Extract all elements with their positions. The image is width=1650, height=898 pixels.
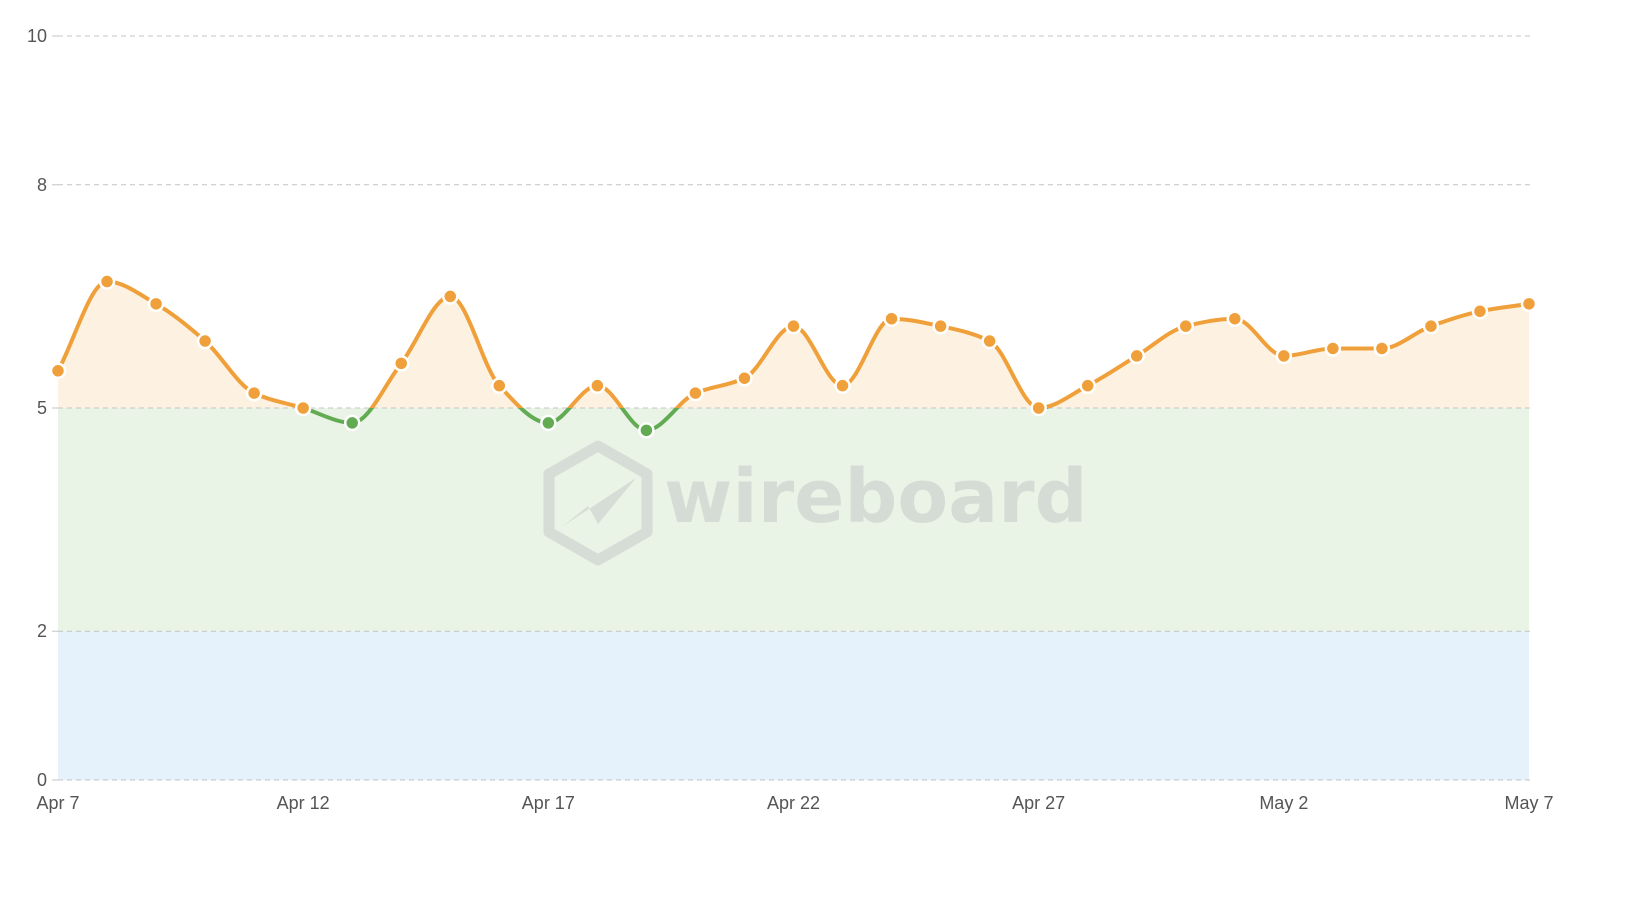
data-point[interactable] — [687, 384, 704, 402]
data-point[interactable] — [785, 317, 802, 335]
watermark: wireboard — [543, 440, 1088, 566]
data-point[interactable] — [834, 377, 851, 394]
data-point[interactable] — [147, 295, 165, 313]
x-tick-label: May 7 — [1504, 793, 1553, 813]
data-point[interactable] — [981, 332, 998, 350]
x-tick-label: Apr 7 — [36, 793, 79, 813]
band-layer — [58, 408, 1529, 780]
data-point[interactable] — [883, 310, 900, 327]
x-tick-label: Apr 27 — [1012, 793, 1065, 813]
data-points-layer — [49, 273, 1538, 439]
data-point[interactable] — [638, 422, 655, 439]
data-point[interactable] — [294, 399, 312, 417]
x-tick-label: May 2 — [1259, 793, 1308, 813]
data-point[interactable] — [1079, 377, 1096, 394]
data-point[interactable] — [196, 332, 214, 350]
y-tick-label: 2 — [37, 621, 47, 641]
x-tick-label: Apr 17 — [522, 793, 575, 813]
y-tick-label: 10 — [27, 26, 47, 46]
data-point[interactable] — [1030, 399, 1047, 417]
x-tick-label: Apr 22 — [767, 793, 820, 813]
area-layer — [58, 281, 1529, 408]
y-axis: 0 2 5 8 10 — [27, 26, 58, 790]
series-line-above — [56, 279, 1531, 408]
data-point[interactable] — [736, 369, 753, 387]
data-point[interactable] — [49, 362, 67, 380]
data-point[interactable] — [1128, 347, 1145, 365]
data-point[interactable] — [1422, 317, 1440, 335]
data-point[interactable] — [1226, 310, 1244, 327]
band-above-threshold — [58, 281, 1529, 408]
data-point[interactable] — [491, 377, 508, 394]
y-tick-label: 0 — [37, 770, 47, 790]
data-point[interactable] — [589, 377, 606, 394]
wireboard-logo-icon — [543, 440, 653, 566]
data-point[interactable] — [1471, 303, 1489, 320]
band-1 — [58, 408, 1529, 632]
data-point[interactable] — [98, 273, 116, 290]
data-point[interactable] — [245, 384, 263, 402]
y-tick-label: 5 — [37, 398, 47, 418]
band-0 — [58, 631, 1529, 780]
data-point[interactable] — [1324, 340, 1342, 357]
data-point[interactable] — [442, 288, 459, 305]
watermark-text: wireboard — [664, 454, 1088, 540]
data-point[interactable] — [392, 355, 410, 372]
data-point[interactable] — [932, 317, 949, 335]
data-point[interactable] — [1520, 295, 1538, 313]
data-point[interactable] — [540, 414, 557, 432]
data-point[interactable] — [1373, 340, 1391, 357]
x-tick-label: Apr 12 — [277, 793, 330, 813]
y-tick-label: 8 — [37, 175, 47, 195]
x-axis: Apr 7 Apr 12 Apr 17 Apr 22 Apr 27 May 2 May 7 — [36, 793, 1553, 813]
data-point[interactable] — [1177, 317, 1195, 335]
data-point[interactable] — [1275, 347, 1293, 365]
data-point[interactable] — [343, 414, 361, 432]
